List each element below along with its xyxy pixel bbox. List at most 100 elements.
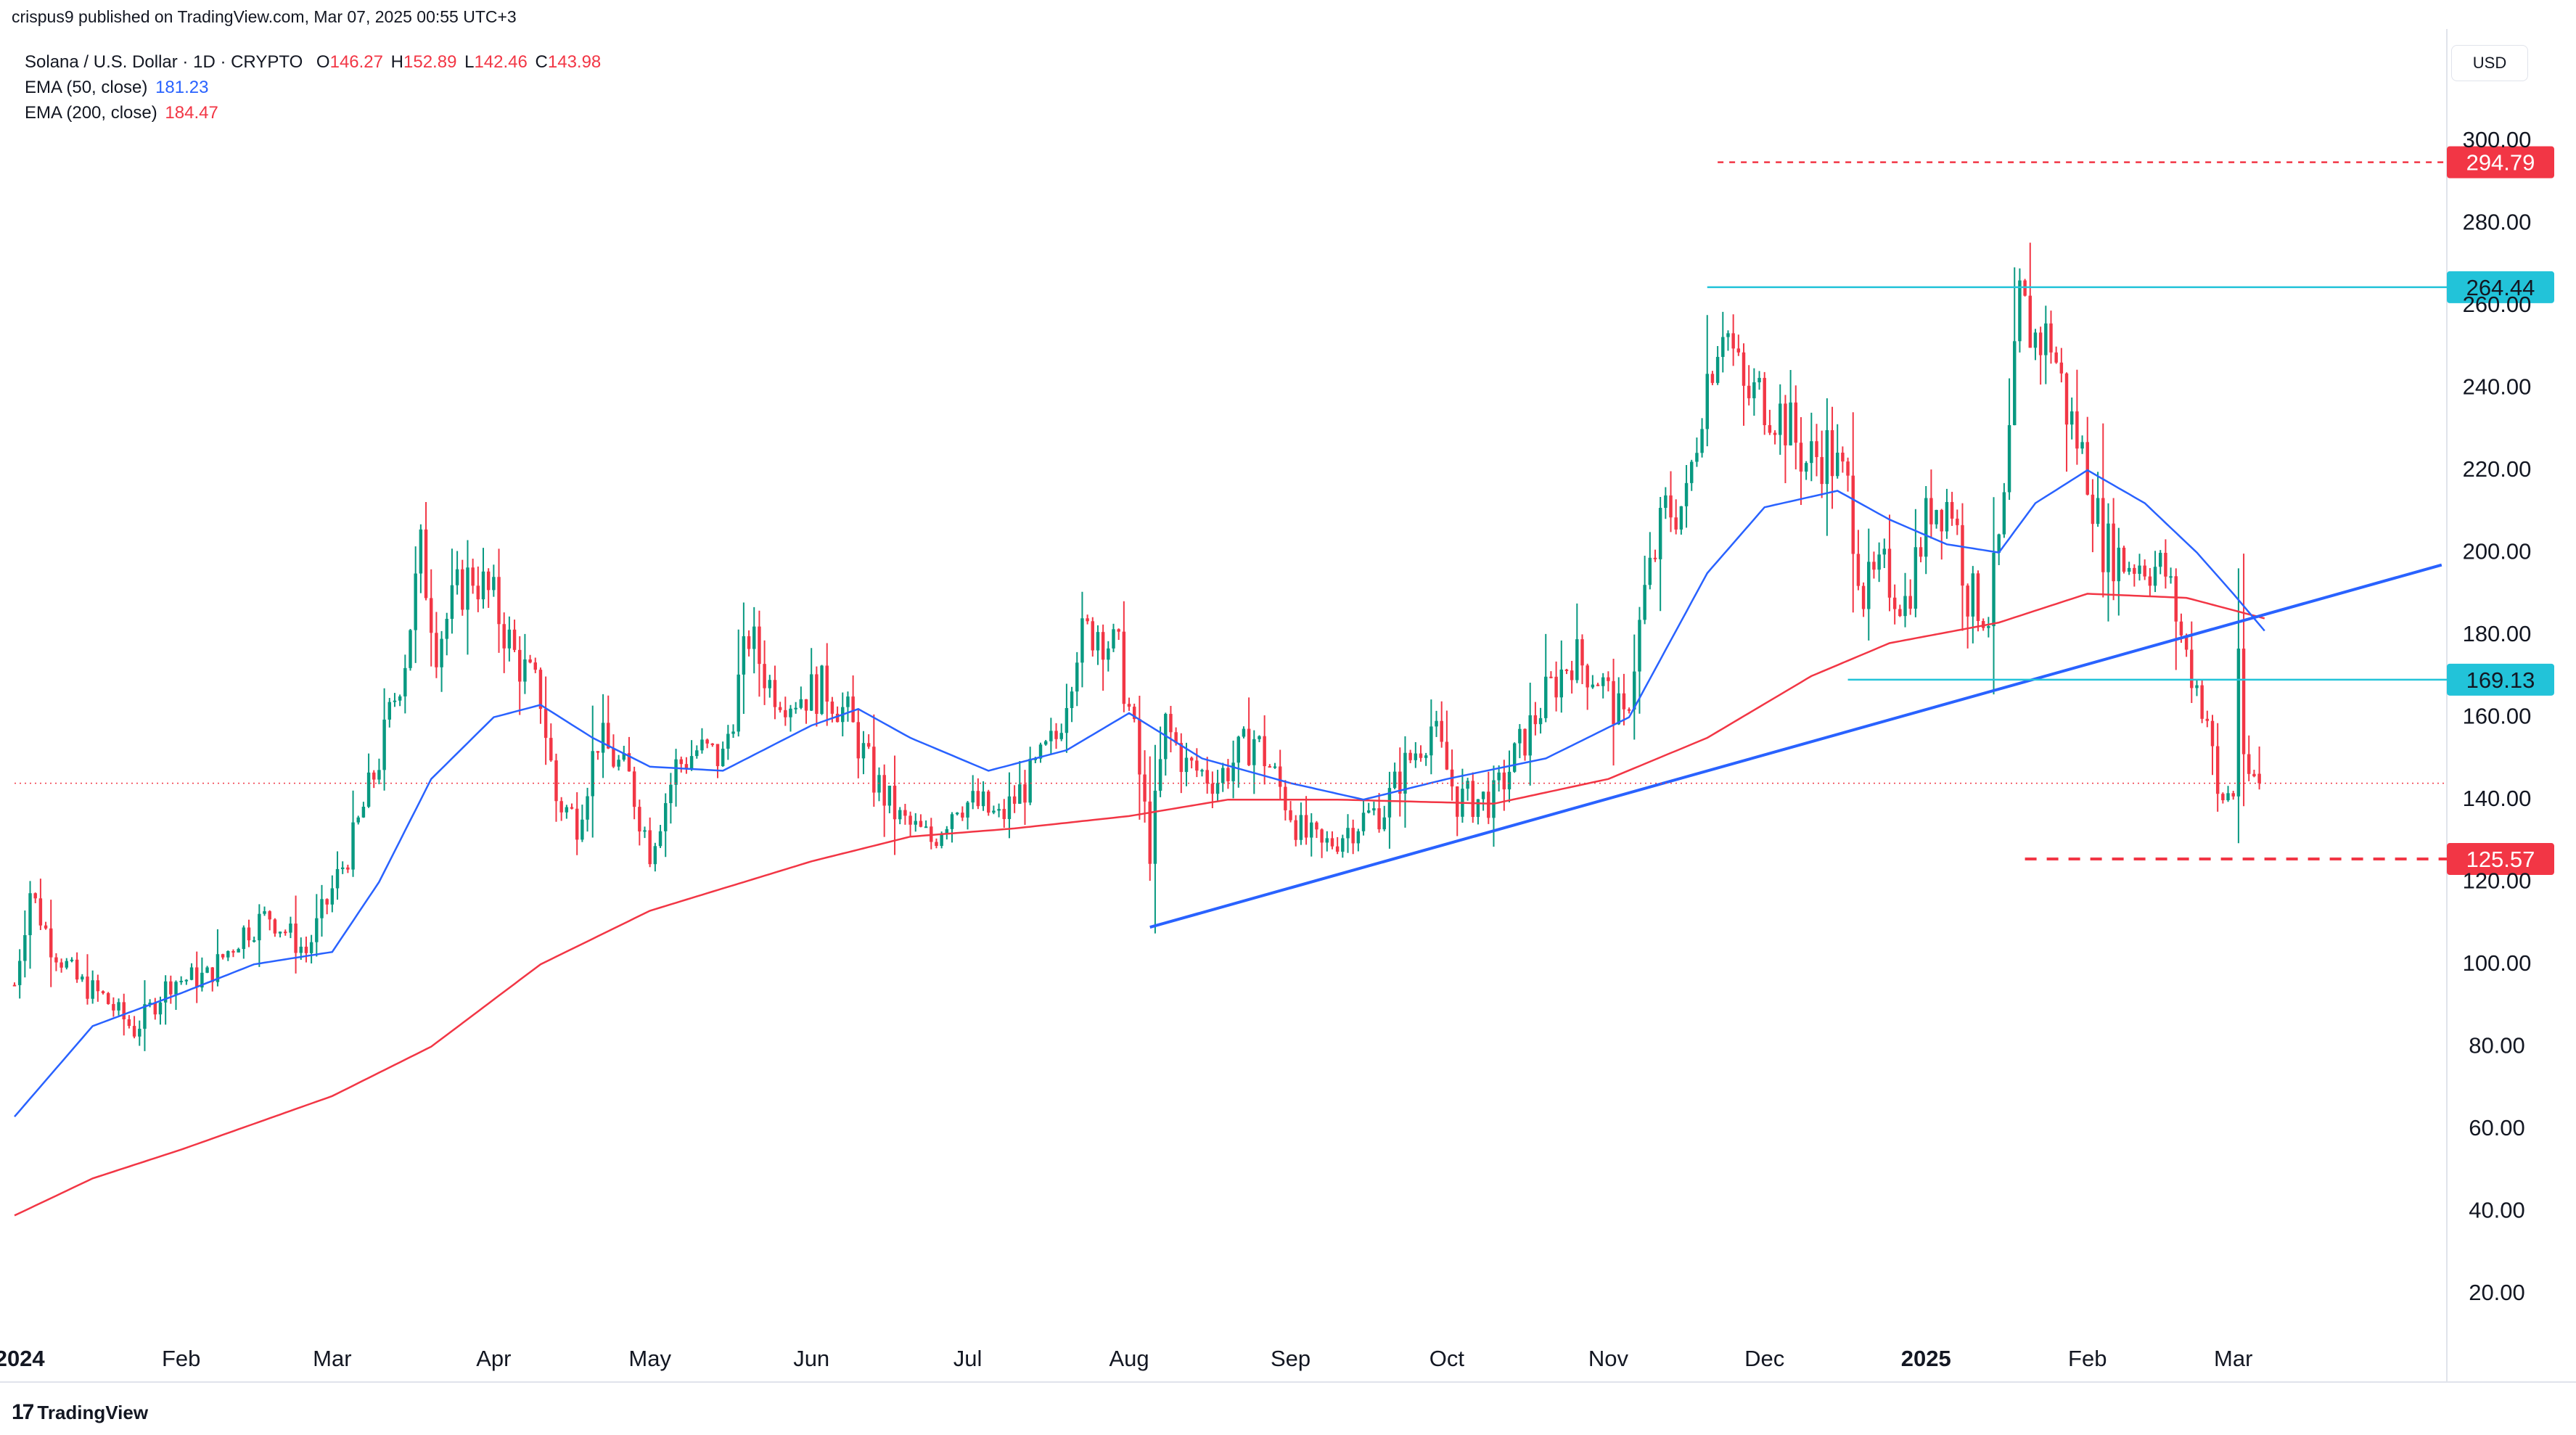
candle-body: [1153, 790, 1157, 864]
candle-body: [1591, 684, 1595, 688]
candle-body: [2080, 442, 2084, 449]
candle-body: [361, 806, 366, 818]
candle-body: [471, 567, 475, 586]
candle-body: [2195, 685, 2199, 688]
candle-body: [1492, 780, 1496, 818]
candle-body: [2117, 547, 2121, 582]
grid-lines: [0, 29, 2576, 1383]
x-tick-label: Feb: [162, 1346, 200, 1371]
y-tick-label: 220.00: [2463, 456, 2532, 482]
candle-body: [815, 674, 819, 715]
candle-body: [846, 696, 850, 707]
candle-body: [1830, 429, 1834, 477]
candle-body: [721, 749, 725, 767]
candle-body: [33, 893, 37, 899]
candle-body: [1456, 786, 1459, 817]
candle-body: [1950, 501, 1954, 519]
y-tick-label: 100.00: [2463, 950, 2532, 976]
candle-body: [601, 723, 605, 753]
candle-body: [2033, 332, 2038, 348]
candle-body: [1184, 757, 1189, 773]
candle-body: [1518, 728, 1522, 744]
x-tick-label: 2025: [1901, 1346, 1951, 1371]
candle-body: [356, 817, 360, 823]
candle-body: [1424, 755, 1428, 758]
candle-body: [335, 868, 340, 889]
candle-body: [715, 744, 720, 767]
candle-body: [1112, 629, 1115, 649]
candle-body: [653, 846, 657, 865]
candle-body: [1908, 596, 1912, 609]
candle-body: [903, 810, 907, 816]
candle-body: [773, 680, 777, 707]
candle-body: [1658, 508, 1662, 559]
ema50-legend-row[interactable]: EMA (50, close) 181.23: [25, 75, 601, 100]
candle-body: [742, 636, 746, 675]
candle-body: [2018, 280, 2022, 342]
candle-body: [1617, 693, 1620, 725]
candle-body: [299, 946, 303, 953]
candle-body: [961, 813, 964, 818]
candle-body: [372, 772, 376, 780]
y-tick-label: 280.00: [2463, 210, 2532, 235]
y-tick-label: 160.00: [2463, 704, 2532, 729]
candle-body: [1179, 743, 1184, 773]
candle-body: [70, 959, 74, 961]
candle-body: [382, 719, 386, 770]
candle-body: [804, 699, 808, 711]
candle-body: [440, 638, 443, 667]
candle-body: [242, 927, 246, 950]
candle-body: [1653, 557, 1657, 559]
symbol-ohlc-row[interactable]: Solana / U.S. Dollar · 1D · CRYPTO O146.…: [25, 49, 601, 75]
candle-body: [2112, 523, 2115, 582]
candle-body: [669, 784, 673, 804]
candle-body: [1768, 425, 1772, 433]
candle-body: [1366, 810, 1371, 813]
candle-body: [872, 747, 876, 793]
candle-body: [252, 940, 256, 942]
candle-body: [1887, 548, 1892, 598]
y-tick-label: 20.00: [2469, 1280, 2525, 1305]
candle-body: [2054, 352, 2058, 363]
candle-body: [1356, 831, 1361, 844]
candle-body: [1523, 728, 1527, 756]
support-trendline: [1149, 563, 2442, 929]
candle-body: [158, 1002, 163, 1015]
candle-body: [1549, 676, 1553, 678]
ema200-legend-row[interactable]: EMA (200, close) 184.47: [25, 100, 601, 126]
candle-body: [174, 982, 178, 995]
candle-body: [1971, 573, 1975, 617]
candle-body: [60, 962, 63, 968]
candle-body: [596, 751, 600, 753]
candle-body: [2179, 621, 2183, 636]
candle-body: [1476, 799, 1480, 818]
candle-body: [643, 830, 647, 832]
candle-body: [1643, 585, 1646, 620]
candle-body: [1898, 609, 1902, 617]
candle-body: [1481, 791, 1485, 799]
candle-body: [1038, 744, 1043, 759]
x-tick-label: Dec: [1744, 1346, 1784, 1371]
candle-body: [2028, 295, 2033, 348]
candle-body: [1919, 547, 1923, 557]
tradingview-footer[interactable]: 17 TradingView: [12, 1400, 148, 1425]
published-by-text: crispus9 published on TradingView.com, M…: [12, 7, 517, 26]
candle-body: [1512, 743, 1517, 772]
candle-body: [2138, 565, 2141, 574]
x-axis: 2024 Feb Mar Apr May Jun Jul Aug Sep Oct Nov Dec 202…: [0, 1346, 2252, 1371]
candle-body: [1956, 518, 1959, 525]
resistance-264-label-bg: [2447, 271, 2554, 303]
currency-button[interactable]: USD: [2451, 45, 2528, 81]
candle-body: [2091, 494, 2095, 525]
candle-body: [1091, 621, 1095, 651]
candle-body: [205, 967, 209, 973]
candle-body: [638, 807, 641, 832]
candle-body: [226, 951, 230, 958]
candle-body: [194, 967, 199, 988]
candle-body: [486, 571, 491, 591]
candle-body: [1215, 783, 1220, 794]
candle-body: [1601, 677, 1605, 686]
candle-body: [987, 791, 990, 813]
y-tick-label: 200.00: [2463, 539, 2532, 564]
